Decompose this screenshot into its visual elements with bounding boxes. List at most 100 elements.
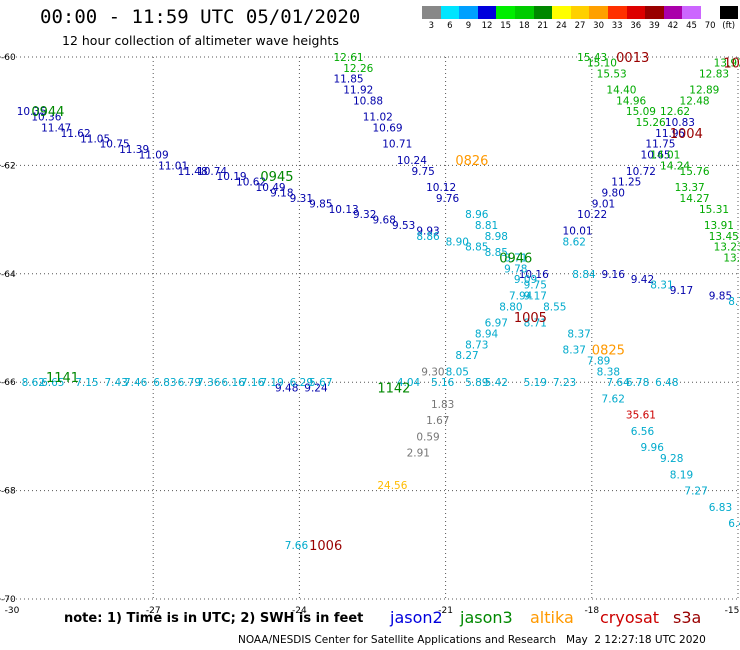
legend-label: 45 bbox=[686, 21, 697, 31]
data-point-altika: 8.85 bbox=[485, 247, 508, 259]
data-point-jason2: 10.62 bbox=[236, 177, 266, 189]
data-point-jason2: 10.24 bbox=[397, 155, 427, 167]
legend-label: 30 bbox=[593, 21, 604, 31]
chart-subtitle: 12 hour collection of altimeter wave hei… bbox=[62, 33, 339, 48]
footer-note: note: 1) Time is in UTC; 2) SWH is in fe… bbox=[64, 611, 364, 626]
data-point-altika: 7.27 bbox=[684, 486, 707, 498]
data-point-altika: 8.38 bbox=[597, 366, 620, 378]
data-point-jason2: 10.35 bbox=[17, 106, 47, 118]
data-point-jason2: 9.42 bbox=[631, 274, 654, 286]
data-point-altika: 6.65 bbox=[41, 377, 64, 389]
data-point-altika: 7.64 bbox=[606, 377, 630, 389]
legend-swatch bbox=[626, 6, 646, 19]
data-point-jason3: 14.27 bbox=[680, 193, 710, 205]
data-point-altika: 5.19 bbox=[524, 377, 547, 389]
data-point-altika: 7.23 bbox=[553, 377, 576, 389]
data-point-jason2: 9.53 bbox=[392, 220, 415, 232]
data-point-altika: 6.78 bbox=[626, 377, 649, 389]
legend-swatch bbox=[570, 6, 590, 19]
data-point-jason2: 11.25 bbox=[611, 177, 641, 189]
y-tick-label: -66 bbox=[1, 378, 16, 388]
legend-label: 24 bbox=[555, 21, 567, 31]
data-point-altika: 8.37 bbox=[567, 328, 590, 340]
data-point-yellow: 24.56 bbox=[377, 480, 407, 492]
data-point-jason2: 10.19 bbox=[217, 171, 247, 183]
data-point-jason3: 12.89 bbox=[689, 85, 719, 97]
data-point-altika: 8.85 bbox=[465, 242, 488, 254]
data-point-altika: 8.84 bbox=[572, 269, 596, 281]
data-point-jason2: 11.47 bbox=[41, 122, 71, 134]
data-point-altika: 6.97 bbox=[485, 318, 508, 330]
legend-label: 39 bbox=[648, 21, 660, 31]
data-point-jason3: 15.31 bbox=[699, 204, 729, 216]
data-point-altika: 7.62 bbox=[602, 393, 625, 405]
data-point-gray-track: 2.91 bbox=[407, 448, 430, 460]
data-point-jason2: 10.74 bbox=[197, 166, 227, 178]
data-point-jason2: 9.93 bbox=[416, 225, 439, 237]
data-point-altika: 6.16 bbox=[221, 377, 245, 389]
data-point-jason2: 11.05 bbox=[80, 133, 110, 145]
y-tick-label: -68 bbox=[1, 487, 16, 497]
data-point-altika: 8.71 bbox=[524, 318, 547, 330]
color-legend bbox=[422, 6, 739, 19]
data-point-jason2: 11.48 bbox=[178, 166, 208, 178]
data-point-altika: 8.73 bbox=[465, 339, 488, 351]
time-annotation: 0944 bbox=[31, 105, 64, 120]
data-point-jason3: 12.83 bbox=[699, 68, 729, 80]
data-point-jason2: 10.01 bbox=[563, 225, 593, 237]
data-point-altika: 8.79 bbox=[728, 296, 740, 308]
data-point-altika: 8.62 bbox=[22, 377, 45, 389]
data-point-altika: 8.96 bbox=[465, 209, 489, 221]
time-annotation: 1142 bbox=[377, 382, 410, 397]
y-tick-label: -62 bbox=[1, 161, 16, 171]
data-point-gray-track: 1.67 bbox=[426, 415, 449, 427]
data-point-jason2: 11.95 bbox=[655, 128, 685, 140]
data-point-jason3: 13.60 bbox=[723, 253, 740, 265]
data-point-jason2: 10.12 bbox=[426, 182, 456, 194]
legend-label: 33 bbox=[611, 21, 623, 31]
data-point-jason2: 11.39 bbox=[119, 144, 149, 156]
data-point-jason3: 13.45 bbox=[709, 231, 739, 243]
x-tick-label: -24 bbox=[292, 606, 307, 616]
legend-label: 6 bbox=[447, 21, 453, 31]
data-point-altika: 8.19 bbox=[670, 469, 693, 481]
data-point-gray-track: 1.83 bbox=[431, 399, 454, 411]
data-point-jason3: 15.09 bbox=[626, 106, 656, 118]
data-point-jason2: 9.75 bbox=[411, 166, 434, 178]
data-point-jason3: 15.26 bbox=[636, 117, 666, 129]
data-point-jason2: 9.24 bbox=[304, 383, 328, 395]
time-annotation: 0825 bbox=[592, 344, 625, 359]
data-point-jason2: 11.09 bbox=[139, 150, 169, 162]
x-tick-label: -18 bbox=[584, 606, 599, 616]
data-point-jason2: 9.31 bbox=[290, 193, 313, 205]
data-point-gray-track: 9.30 bbox=[421, 366, 444, 378]
data-point-jason2: 10.75 bbox=[100, 139, 130, 151]
data-point-altika: 6.79 bbox=[178, 377, 201, 389]
data-point-jason2: 10.22 bbox=[577, 209, 607, 221]
legend-swatch bbox=[533, 6, 553, 19]
legend-swatch bbox=[700, 6, 720, 19]
footer-credit: NOAA/NESDIS Center for Satellite Applica… bbox=[238, 634, 706, 646]
legend-label: 9 bbox=[465, 21, 472, 31]
satellite-s3a: s3a bbox=[673, 608, 702, 627]
data-point-jason2: 9.17 bbox=[670, 285, 693, 297]
data-point-altika: 8.71 bbox=[504, 253, 527, 265]
data-point-jason2: 11.92 bbox=[343, 85, 373, 97]
data-point-jason2: 9.85 bbox=[709, 290, 732, 302]
data-point-jason2: 9.68 bbox=[373, 215, 396, 227]
data-point-jason3: 12.26 bbox=[343, 63, 373, 75]
legend-swatch bbox=[459, 6, 478, 19]
legend-swatch bbox=[663, 6, 683, 19]
data-point-jason3: 14.40 bbox=[606, 85, 636, 97]
data-point-altika: 9.09 bbox=[514, 274, 537, 286]
data-point-altika: 7.16 bbox=[241, 377, 265, 389]
legend-swatch bbox=[645, 6, 664, 19]
time-annotation: 1005 bbox=[514, 311, 547, 326]
data-point-jason2: 11.62 bbox=[61, 128, 91, 140]
data-point-jason2: 10.49 bbox=[256, 182, 286, 194]
data-point-gray-track: 0.59 bbox=[416, 431, 439, 443]
data-point-altika: 6.29 bbox=[290, 377, 313, 389]
time-annotation: 0826 bbox=[455, 154, 488, 169]
legend-label: 70 bbox=[704, 21, 716, 31]
